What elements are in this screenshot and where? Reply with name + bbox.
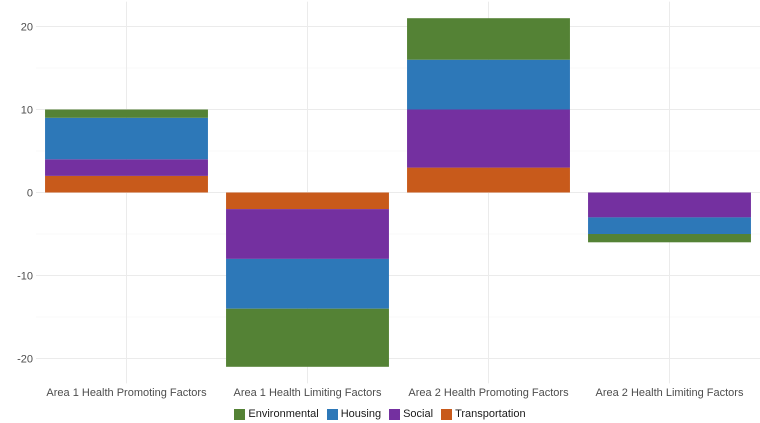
bar-segment-environmental <box>45 109 208 118</box>
legend-swatch <box>441 408 453 420</box>
x-category-label: Area 2 Health Limiting Factors <box>596 387 744 399</box>
legend-label: Housing <box>340 408 382 420</box>
legend-item-housing: Housing <box>326 408 382 420</box>
legend-swatch <box>389 408 401 420</box>
x-category-label: Area 1 Health Limiting Factors <box>234 387 382 399</box>
bar-segment-social <box>588 192 751 218</box>
x-category-label: Area 2 Health Promoting Factors <box>408 387 569 399</box>
x-axis-labels: Area 1 Health Promoting Factors Area 1 He… <box>46 387 744 399</box>
y-tick-label: -20 <box>17 354 33 366</box>
bar-segment-environmental <box>588 234 751 243</box>
legend-label: Social <box>403 408 434 420</box>
bar-segment-environmental <box>226 308 389 367</box>
y-tick-label: 0 <box>27 188 33 200</box>
legend: Environmental Housing Social Transportation <box>0 405 760 423</box>
bar-segment-transportation <box>407 167 570 193</box>
legend-swatch <box>326 408 338 420</box>
legend-swatch <box>234 408 246 420</box>
bar-segment-social <box>45 159 208 176</box>
bar-segment-housing <box>45 117 208 160</box>
bars <box>45 18 751 367</box>
y-tick-label: 20 <box>21 22 33 34</box>
bar-segment-social <box>407 109 570 168</box>
bar-segment-housing <box>588 217 751 234</box>
bar-segment-transportation <box>45 175 208 193</box>
legend-item-transportation: Transportation <box>441 408 526 420</box>
bar-segment-social <box>226 209 389 259</box>
y-tick-label: -10 <box>17 271 33 283</box>
bar-segment-housing <box>407 59 570 110</box>
x-category-label: Area 1 Health Promoting Factors <box>46 387 207 399</box>
stacked-bar-chart: -20 -10 0 10 20 Area 1 Health Promoting Fact… <box>17 1 760 399</box>
legend-item-social: Social <box>389 408 433 420</box>
y-tick-label: 10 <box>21 105 33 117</box>
legend-item-environmental: Environmental <box>234 408 319 420</box>
legend-label: Environmental <box>248 408 319 420</box>
y-axis-ticks: -20 -10 0 10 20 <box>17 22 33 366</box>
legend-label: Transportation <box>455 408 526 420</box>
bar-segment-transportation <box>226 192 389 210</box>
bar-segment-environmental <box>407 18 570 60</box>
bar-segment-housing <box>226 258 389 309</box>
